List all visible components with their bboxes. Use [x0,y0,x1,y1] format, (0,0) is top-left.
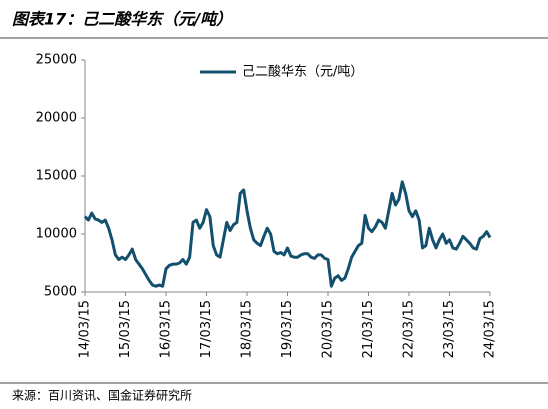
legend-label: 己二酸华东（元/吨） [242,65,363,80]
x-tick-label: 19/03/15 [280,300,295,358]
series-line [83,180,492,288]
x-tick-label: 23/03/15 [442,300,457,358]
x-tick-label: 17/03/15 [199,300,214,358]
x-tick-label: 22/03/15 [402,300,417,358]
x-tick-label: 24/03/15 [483,300,498,358]
chart-title: 图表17：己二酸华东（元/吨） [12,10,232,29]
y-tick-label: 10000 [36,227,77,242]
x-tick-label: 20/03/15 [321,300,336,358]
x-tick-label: 15/03/15 [118,300,133,358]
x-tick-label: 18/03/15 [240,300,255,358]
y-tick-label: 15000 [36,169,77,184]
y-tick-label: 25000 [36,53,77,68]
x-tick-label: 16/03/15 [159,300,174,358]
x-tick-label: 14/03/15 [78,300,93,358]
source: 来源：百川资讯、国金证券研究所 [12,388,192,403]
y-tick-label: 20000 [36,111,77,126]
x-tick-label: 21/03/15 [361,300,376,358]
y-tick-label: 5000 [44,285,77,300]
